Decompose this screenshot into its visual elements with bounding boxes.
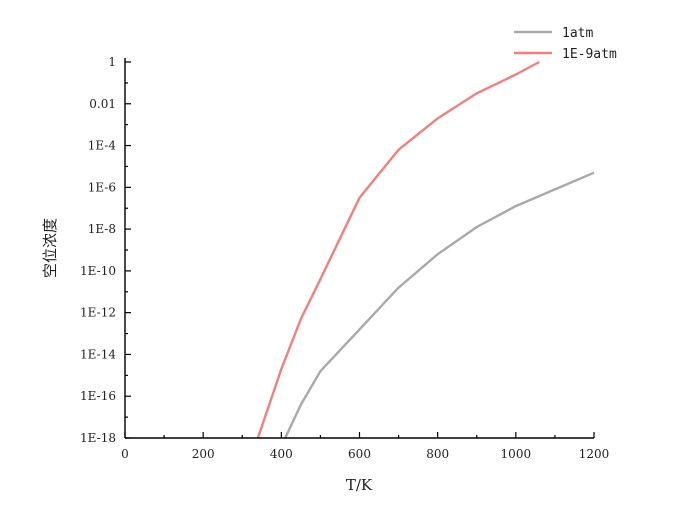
legend-label: 1atm <box>562 26 593 41</box>
y-axis: 1 0.01 1E-4 1E-6 1E-8 1E-10 1E-12 1E-14 1E-16 1E-… <box>80 55 131 445</box>
y-axis-title: 空位浓度 <box>41 218 59 278</box>
series-line-one <box>284 171 595 438</box>
y-tick-label: 1E-16 <box>80 389 116 403</box>
y-tick-label: 1E-4 <box>88 139 117 153</box>
y-tick-label: 1E-10 <box>80 264 116 278</box>
x-tick-label: 600 <box>348 447 371 461</box>
x-tick-label: 400 <box>270 447 293 461</box>
y-tick-label: 1 <box>108 55 116 69</box>
y-tick-label: 1E-12 <box>80 306 116 320</box>
x-tick-label: 0 <box>121 447 129 461</box>
plot-area <box>256 60 595 438</box>
x-tick-label: 200 <box>192 447 215 461</box>
legend-label: 1E-9atm <box>562 47 617 62</box>
x-tick-label: 1200 <box>579 447 610 461</box>
x-axis: 0 200 400 600 800 1000 1200 <box>121 432 609 461</box>
x-axis-title: T/K <box>346 476 373 494</box>
y-tick-label: 1E-6 <box>88 180 116 194</box>
y-tick-label: 1E-18 <box>80 431 116 445</box>
y-tick-label: 0.01 <box>89 97 116 111</box>
y-tick-label: 1E-14 <box>80 347 116 361</box>
x-tick-label: 800 <box>426 447 449 461</box>
legend: 1atm 1E-9atm <box>514 26 617 62</box>
y-tick-label: 1E-8 <box>88 222 116 236</box>
x-tick-label: 1000 <box>501 447 532 461</box>
series-line-two <box>256 60 540 438</box>
